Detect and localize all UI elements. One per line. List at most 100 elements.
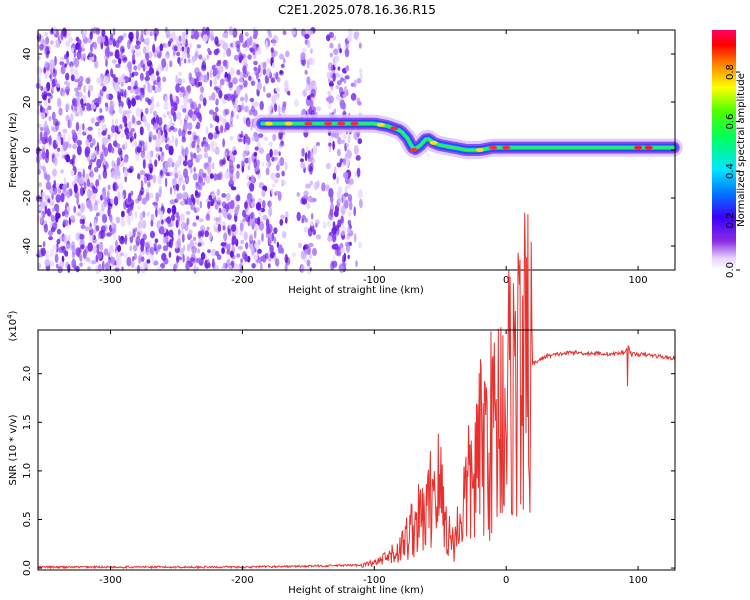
noise-speck — [196, 112, 202, 119]
noise-speck — [56, 238, 61, 245]
noise-speck — [171, 204, 177, 215]
noise-speck — [315, 234, 321, 240]
noise-speck — [273, 93, 278, 102]
noise-speck — [45, 36, 50, 45]
noise-speck — [195, 184, 201, 190]
noise-speck — [232, 40, 236, 50]
noise-speck — [228, 179, 235, 185]
noise-speck — [147, 252, 153, 261]
noise-speck — [188, 98, 193, 104]
noise-speck — [221, 207, 227, 216]
noise-speck — [96, 77, 102, 84]
ridge-peak — [429, 140, 438, 145]
noise-speck — [37, 262, 42, 269]
noise-speck — [119, 252, 124, 257]
noise-speck — [43, 31, 49, 37]
noise-speck — [335, 84, 341, 90]
noise-speck — [115, 118, 118, 125]
noise-speck — [199, 200, 203, 209]
noise-speck — [307, 195, 313, 203]
noise-speck — [103, 158, 106, 166]
noise-speck — [281, 179, 287, 186]
noise-speck — [101, 213, 108, 224]
y-tick-label: 2.0 — [22, 366, 33, 382]
noise-speck — [82, 29, 88, 35]
noise-speck — [256, 159, 260, 167]
noise-speck — [101, 191, 107, 200]
noise-speck — [278, 104, 281, 114]
spectrogram-y-label: Frequency (Hz) — [8, 112, 19, 188]
noise-speck — [187, 197, 193, 206]
noise-speck — [258, 147, 264, 154]
noise-speck — [328, 82, 334, 87]
noise-speck — [336, 176, 339, 185]
noise-speck — [187, 109, 194, 118]
noise-speck — [87, 242, 93, 252]
noise-speck — [141, 197, 147, 205]
noise-speck — [174, 247, 181, 254]
noise-speck — [236, 164, 241, 169]
noise-speck — [232, 173, 237, 181]
noise-speck — [178, 174, 183, 179]
noise-speck — [39, 104, 43, 113]
noise-speck — [156, 76, 161, 83]
noise-speck — [339, 86, 344, 95]
noise-speck — [155, 137, 161, 148]
noise-speck — [193, 30, 199, 40]
noise-speck — [199, 93, 204, 102]
noise-speck — [70, 74, 75, 82]
noise-speck — [171, 134, 175, 144]
noise-speck — [304, 217, 308, 223]
noise-speck — [273, 236, 277, 244]
snr-x-ticks: -300 -200 -100 0 100 — [99, 330, 648, 586]
noise-speck — [337, 186, 343, 195]
noise-speck — [135, 107, 141, 117]
noise-speck — [253, 29, 259, 37]
noise-speck — [251, 201, 256, 208]
noise-speck — [253, 151, 258, 157]
x-tick-label: 100 — [629, 275, 648, 286]
noise-speck — [207, 47, 211, 53]
noise-speck — [43, 91, 47, 98]
noise-speck — [181, 233, 185, 243]
noise-speck — [249, 182, 255, 192]
noise-speck — [235, 40, 241, 49]
noise-speck — [183, 95, 189, 105]
noise-speck — [49, 260, 55, 267]
noise-speck — [330, 195, 334, 204]
noise-speck — [106, 93, 110, 100]
noise-speck — [271, 232, 275, 242]
noise-speck — [88, 84, 94, 92]
noise-speck — [167, 30, 171, 38]
ridge-peak — [644, 145, 653, 150]
noise-speck — [51, 192, 54, 200]
noise-speck — [353, 145, 359, 155]
noise-speck — [274, 156, 278, 161]
noise-speck — [312, 229, 316, 236]
noise-speck — [104, 47, 110, 57]
noise-speck — [126, 208, 130, 214]
noise-speck — [99, 108, 103, 114]
noise-speck — [253, 60, 258, 66]
noise-speck — [176, 111, 182, 120]
noise-speck — [303, 244, 309, 250]
noise-speck — [123, 170, 129, 177]
noise-speck — [296, 211, 301, 222]
noise-speck — [206, 226, 210, 231]
noise-speck — [337, 66, 341, 71]
noise-speck — [300, 52, 306, 61]
noise-speck — [74, 70, 79, 81]
noise-speck — [235, 85, 241, 95]
noise-speck — [208, 109, 215, 115]
noise-speck — [238, 138, 243, 143]
noise-speck — [45, 148, 49, 159]
x-tick-label: 0 — [503, 275, 509, 286]
noise-speck — [333, 108, 337, 114]
noise-speck — [123, 252, 129, 259]
noise-speck — [137, 173, 141, 180]
noise-speck — [52, 168, 57, 177]
noise-speck — [216, 173, 222, 181]
noise-speck — [142, 115, 147, 123]
noise-speck — [279, 218, 284, 226]
noise-speck — [198, 103, 202, 109]
